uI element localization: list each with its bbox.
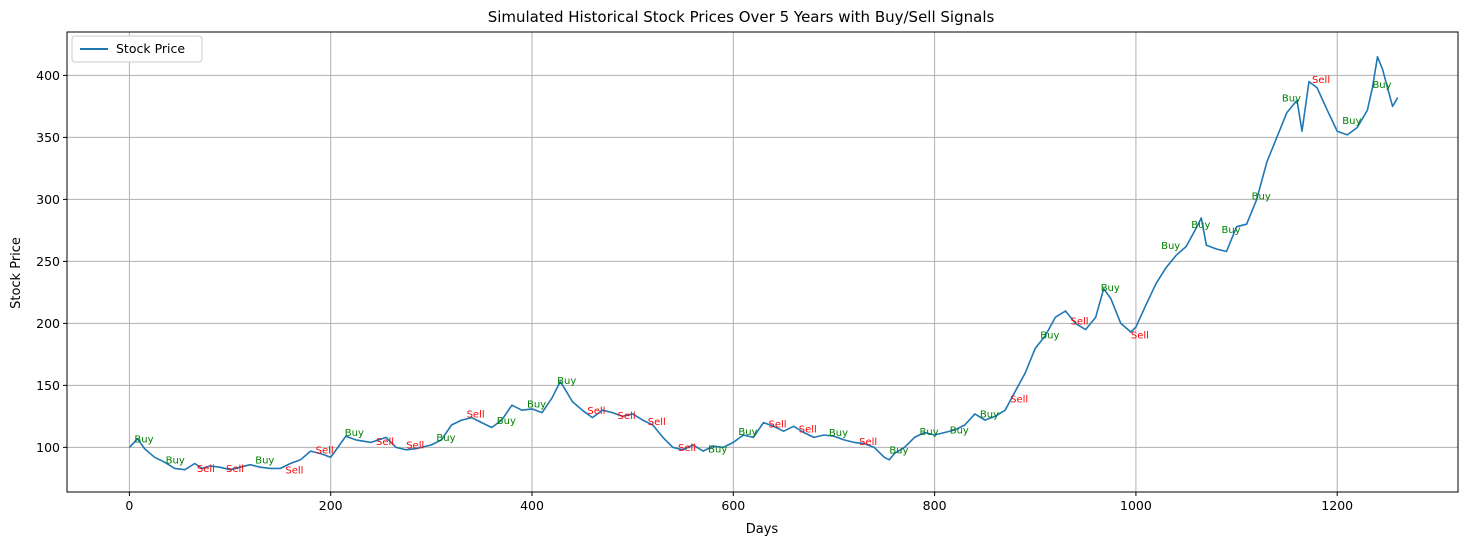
buy-signal-label: Buy (1040, 330, 1059, 341)
buy-signal-label: Buy (1372, 80, 1391, 91)
buy-signal-label: Buy (345, 428, 364, 439)
y-tick-label: 150 (36, 378, 60, 393)
legend: Stock Price (71, 35, 203, 63)
y-tick-label: 400 (36, 68, 60, 83)
sell-signal-label: Sell (376, 437, 394, 448)
buy-signal-label: Buy (1221, 225, 1240, 236)
buy-signal-label: Buy (497, 416, 516, 427)
stock-price-line (128, 55, 1399, 471)
sell-signal-label: Sell (618, 411, 636, 422)
plot-frame (66, 31, 1459, 493)
x-tick-label: 200 (319, 498, 343, 513)
sell-signal-label: Sell (467, 410, 485, 421)
buy-signal-label: Buy (980, 410, 999, 421)
sell-signal-label: Sell (587, 406, 605, 417)
series-layer (128, 55, 1399, 471)
buy-signal-label: Buy (920, 427, 939, 438)
x-tick-label: 400 (520, 498, 544, 513)
chart-title: Simulated Historical Stock Prices Over 5… (488, 8, 995, 26)
legend-box (71, 35, 203, 63)
buy-signal-label: Buy (738, 427, 757, 438)
buy-signal-label: Buy (557, 376, 576, 387)
x-axis-label: Days (746, 522, 779, 537)
sell-signal-label: Sell (678, 443, 696, 454)
buy-signal-label: Buy (1191, 220, 1210, 231)
buy-signal-label: Buy (708, 444, 727, 455)
sell-signal-label: Sell (769, 420, 787, 431)
y-tick-label: 350 (36, 130, 60, 145)
buy-signal-label: Buy (436, 433, 455, 444)
sell-signal-label: Sell (1070, 317, 1088, 328)
axis-ticks: 0 200 400 600 800 1000 1200 100 150 200 250 300 350 4… (36, 68, 1353, 513)
sell-signal-label: Sell (799, 424, 817, 435)
buy-signal-label: Buy (950, 426, 969, 437)
y-tick-label: 250 (36, 254, 60, 269)
sell-signal-label: Sell (285, 465, 303, 476)
buy-signal-label: Buy (134, 434, 153, 445)
sell-signal-label: Sell (316, 446, 334, 457)
sell-signal-label: Sell (1010, 395, 1028, 406)
sell-signal-label: Sell (648, 417, 666, 428)
buy-signal-label: Buy (1161, 241, 1180, 252)
x-tick-label: 800 (923, 498, 947, 513)
grid-lines (67, 32, 1458, 492)
x-tick-label: 1200 (1321, 498, 1353, 513)
legend-label: Stock Price (116, 41, 185, 56)
y-tick-label: 300 (36, 192, 60, 207)
sell-signal-label: Sell (1312, 75, 1330, 86)
buy-signal-label: Buy (166, 455, 185, 466)
buy-signal-label: Buy (889, 446, 908, 457)
x-tick-label: 600 (721, 498, 745, 513)
buy-signal-label: Buy (527, 400, 546, 411)
x-tick-label: 0 (125, 498, 133, 513)
y-tick-label: 200 (36, 316, 60, 331)
sell-signal-label: Sell (406, 441, 424, 452)
buy-signal-label: Buy (1342, 116, 1361, 127)
sell-signal-label: Sell (226, 464, 244, 475)
sell-signal-label: Sell (859, 437, 877, 448)
y-axis-label: Stock Price (9, 237, 24, 309)
y-tick-label: 100 (36, 440, 60, 455)
buy-signal-label: Buy (1282, 93, 1301, 104)
sell-signal-label: Sell (197, 464, 215, 475)
buy-signal-label: Buy (1252, 191, 1271, 202)
x-tick-label: 1000 (1120, 498, 1152, 513)
buy-signal-label: Buy (1101, 283, 1120, 294)
buy-signal-label: Buy (255, 455, 274, 466)
buy-signal-label: Buy (829, 428, 848, 439)
sell-signal-label: Sell (1131, 330, 1149, 341)
signal-labels: Buy Buy Sell Sell Buy Sell Sell Buy Sell Sell Buy S… (134, 75, 1391, 477)
